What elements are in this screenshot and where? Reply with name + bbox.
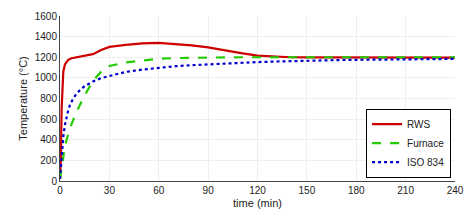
svg-text:1000: 1000 xyxy=(35,72,58,83)
svg-text:1600: 1600 xyxy=(35,11,58,22)
svg-text:1400: 1400 xyxy=(35,31,58,42)
svg-text:0: 0 xyxy=(51,176,57,187)
svg-text:210: 210 xyxy=(397,185,414,196)
svg-text:600: 600 xyxy=(40,114,57,125)
svg-text:120: 120 xyxy=(249,185,266,196)
svg-text:400: 400 xyxy=(40,134,57,145)
svg-text:30: 30 xyxy=(104,185,116,196)
svg-text:240: 240 xyxy=(447,185,464,196)
svg-text:60: 60 xyxy=(153,185,165,196)
svg-text:200: 200 xyxy=(40,155,57,166)
svg-text:180: 180 xyxy=(348,185,365,196)
svg-text:800: 800 xyxy=(40,93,57,104)
svg-text:90: 90 xyxy=(203,185,215,196)
svg-text:time (min): time (min) xyxy=(233,197,282,209)
svg-text:150: 150 xyxy=(299,185,316,196)
svg-text:0: 0 xyxy=(57,185,63,196)
svg-text:Furnace: Furnace xyxy=(407,138,444,149)
svg-text:ISO 834: ISO 834 xyxy=(407,157,444,168)
svg-text:RWS: RWS xyxy=(407,119,430,130)
svg-text:1200: 1200 xyxy=(35,52,58,63)
svg-text:Temperature (°C): Temperature (°C) xyxy=(17,56,29,140)
